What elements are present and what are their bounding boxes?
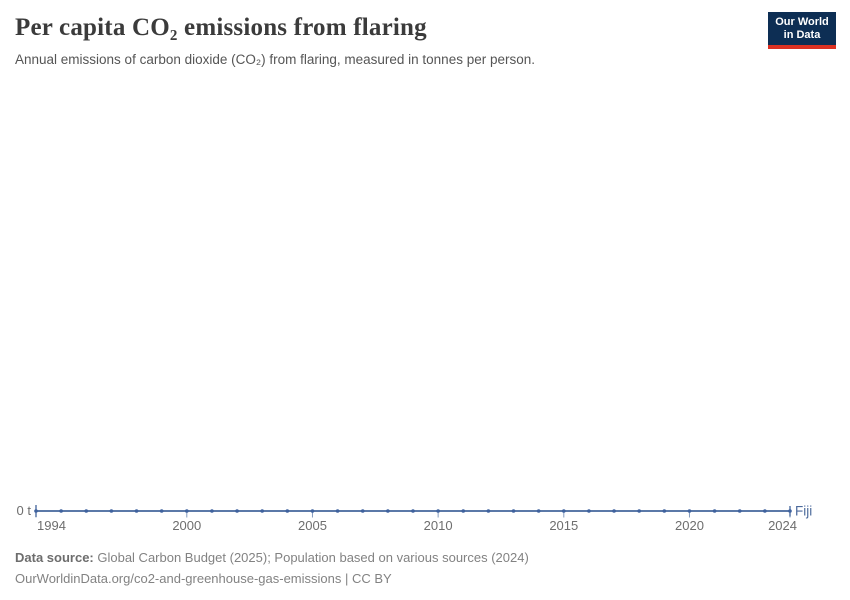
data-point-dot (260, 509, 265, 513)
data-point-dot (436, 509, 440, 513)
data-point-dot (712, 509, 717, 513)
data-point-dot (59, 509, 63, 513)
owid-logo-line1: Our World (775, 15, 829, 28)
data-point-dot (637, 509, 641, 513)
data-point-dot (737, 509, 742, 513)
data-source-label: Data source: (15, 550, 94, 565)
owid-logo-line2: in Data (783, 28, 821, 41)
page-title: Per capita CO₂ emissions from flaring (15, 14, 427, 41)
chart-footer: Data source: Global Carbon Budget (2025)… (15, 547, 529, 589)
data-point-dot (612, 509, 616, 513)
data-point-dot (285, 509, 290, 513)
data-point-dot (386, 509, 390, 513)
data-point-dot (235, 509, 239, 513)
series-label-fiji[interactable]: Fiji (795, 504, 812, 519)
data-point-dot (360, 509, 365, 513)
x-tick-label: 2000 (172, 518, 201, 533)
x-tick-label: 2015 (549, 518, 578, 533)
data-point-dot (511, 509, 516, 513)
data-point-dot (687, 509, 692, 513)
data-point-dot (109, 509, 114, 513)
y-axis-zero-label: 0 t (17, 503, 32, 518)
data-point-dot (310, 509, 315, 513)
attribution-line[interactable]: OurWorldinData.org/co2-and-greenhouse-ga… (15, 571, 392, 586)
x-tick-label: 2024 (768, 518, 797, 533)
x-tick-label: 1994 (37, 518, 66, 533)
x-tick-label: 2010 (424, 518, 453, 533)
data-point-dot (185, 509, 189, 513)
data-point-dot (662, 509, 667, 513)
data-point-dot (210, 509, 214, 513)
data-point-dot (84, 509, 89, 513)
data-point-dot (159, 509, 164, 513)
data-point-dot (536, 509, 541, 513)
data-point-dot (562, 509, 566, 513)
chart-subtitle: Annual emissions of carbon dioxide (CO₂)… (15, 52, 535, 67)
data-point-dot (34, 509, 38, 513)
data-source-line: Data source: Global Carbon Budget (2025)… (15, 547, 529, 568)
data-point-dot (486, 509, 491, 513)
data-point-dot (587, 509, 591, 513)
data-source-text: Global Carbon Budget (2025); Population … (93, 550, 529, 565)
data-point-dot (763, 509, 767, 513)
data-point-dot (461, 509, 466, 513)
x-tick-label: 2020 (675, 518, 704, 533)
data-point-dot (411, 509, 415, 513)
x-tick-label: 2005 (298, 518, 327, 533)
data-point-dot (335, 509, 340, 513)
owid-logo[interactable]: Our World in Data (768, 12, 836, 49)
data-point-dot (134, 509, 139, 513)
data-point-dot (788, 509, 792, 513)
